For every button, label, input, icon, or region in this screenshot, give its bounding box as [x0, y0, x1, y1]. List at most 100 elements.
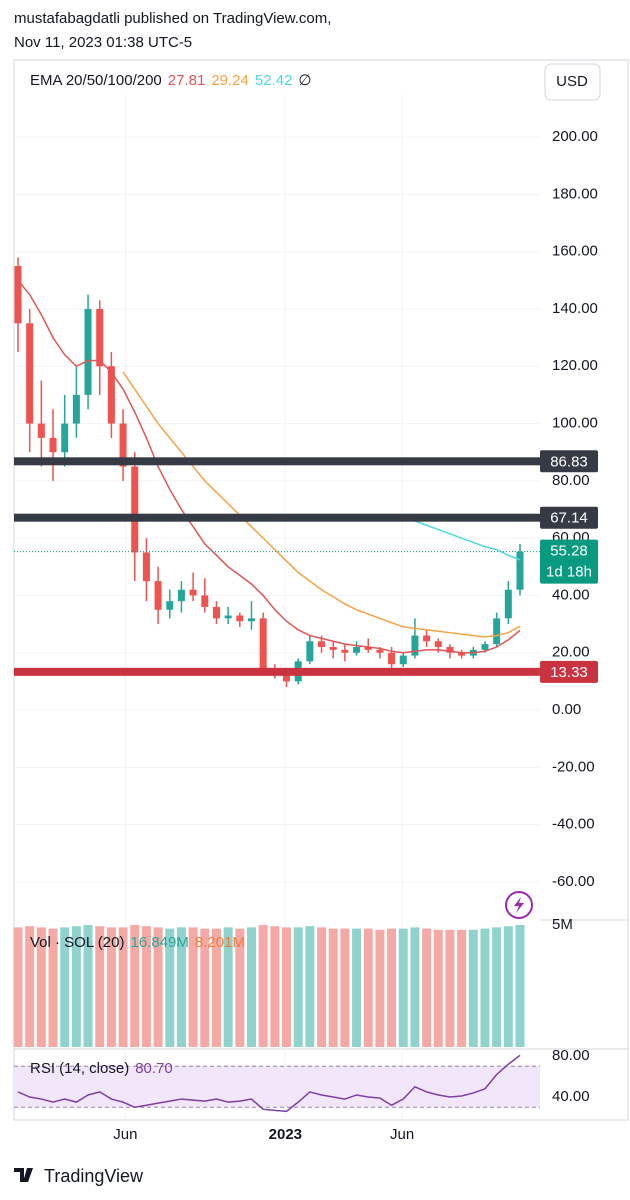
volume-bar: [95, 926, 105, 1047]
tv-logo: [14, 1168, 33, 1182]
volume-bar: [375, 929, 385, 1047]
y-tick-label: 140.00: [552, 300, 598, 317]
volume-bar: [71, 926, 81, 1047]
rsi-line: [17, 1054, 521, 1113]
volume-bar: [410, 927, 420, 1047]
level-label: 86.83: [550, 453, 588, 470]
candle-body: [446, 647, 454, 653]
candle-body: [96, 308, 104, 367]
candle-body: [329, 647, 337, 650]
x-tick-label: Jun: [113, 1126, 137, 1143]
candle-body: [119, 423, 127, 467]
candle-body: [423, 635, 431, 642]
volume-bar: [422, 928, 432, 1047]
volume-bar: [515, 924, 525, 1047]
volume-bar: [200, 928, 210, 1047]
candle-body: [493, 618, 501, 645]
lightning-button[interactable]: [505, 891, 533, 919]
volume-bar: [235, 928, 245, 1047]
level-line: [14, 667, 540, 676]
legend-item: 27.81: [168, 72, 206, 89]
candle-body: [516, 551, 524, 590]
candle-body: [247, 618, 255, 622]
level-line: [14, 457, 540, 466]
y-tick-label: -60.00: [552, 873, 595, 890]
last-price-label: 55.28: [550, 543, 588, 560]
x-tick-label: Jun: [390, 1126, 414, 1143]
volume-bar: [188, 927, 198, 1047]
volume-bar: [457, 929, 467, 1047]
candle-body: [166, 601, 174, 610]
volume-bar: [328, 928, 338, 1047]
timestamp: Nov 11, 2023 01:38 UTC-5: [14, 34, 192, 51]
legend-item: ∅: [298, 72, 311, 89]
candle-body: [283, 672, 291, 682]
candle-body: [201, 595, 209, 607]
volume-bar: [83, 924, 93, 1047]
legend-item: EMA 20/50/100/200: [30, 72, 162, 89]
ema-line: [17, 279, 521, 654]
volume-bar: [141, 926, 151, 1047]
level-tag: [540, 660, 598, 683]
volume-bar: [106, 927, 116, 1047]
currency-button[interactable]: [544, 63, 601, 101]
candle-body: [399, 655, 407, 665]
y-tick-label: 80.00: [552, 1047, 590, 1064]
y-tick-label: 20.00: [552, 644, 590, 661]
candle-body: [61, 423, 69, 453]
legend-item: Vol · SOL (20): [30, 934, 124, 951]
volume-bar: [118, 927, 128, 1047]
legend-item: 80.70: [135, 1060, 173, 1077]
volume-legend: Vol · SOL (20) 16.849M 8.201M: [30, 934, 245, 951]
candle-body: [131, 466, 139, 553]
volume-bar: [468, 929, 478, 1047]
volume-bar: [492, 927, 502, 1047]
volume-bar: [153, 927, 163, 1047]
volume-bar: [282, 927, 292, 1047]
y-tick-label: 160.00: [552, 243, 598, 260]
y-tick-label: -40.00: [552, 816, 595, 833]
candle-body: [49, 437, 57, 453]
brand: TradingView: [44, 1166, 144, 1186]
legend-item: RSI (14, close): [30, 1060, 129, 1077]
volume-bar: [317, 927, 327, 1047]
candle-body: [212, 606, 220, 619]
volume-bar: [398, 928, 408, 1047]
y-tick-label: 0.00: [552, 701, 581, 718]
publisher: mustafabagdatli published on TradingView…: [14, 10, 331, 27]
volume-bar: [36, 927, 46, 1047]
y-tick-label: 80.00: [552, 472, 590, 489]
candle-body: [259, 618, 267, 670]
y-tick-label: 120.00: [552, 357, 598, 374]
candle-body: [411, 635, 419, 656]
volume-bar: [352, 928, 362, 1047]
volume-bar: [165, 928, 175, 1047]
last-price-tag: [540, 539, 598, 584]
currency: USD: [556, 73, 588, 90]
ema-line: [402, 514, 521, 561]
candle-body: [236, 615, 244, 622]
volume-bar: [258, 924, 268, 1047]
candle-body: [189, 589, 197, 596]
candle-body: [154, 581, 162, 610]
candle-body: [26, 323, 34, 424]
y-tick-label: 40.00: [552, 586, 590, 603]
volume-bar: [293, 927, 303, 1047]
candle-body: [376, 649, 384, 653]
volume-bar: [13, 927, 23, 1047]
candle-body: [341, 649, 349, 653]
volume-bar: [445, 929, 455, 1047]
volume-bar: [48, 928, 58, 1047]
candle-body: [224, 615, 232, 619]
level-label: 67.14: [550, 510, 588, 527]
candle-body: [353, 647, 361, 653]
candle-body: [37, 423, 45, 438]
rsi-band: [14, 1066, 540, 1108]
y-tick-label: -20.00: [552, 758, 595, 775]
countdown: 1d 18h: [546, 564, 592, 581]
volume-bar: [223, 927, 233, 1047]
volume-bar: [480, 928, 490, 1047]
volume-bar: [211, 928, 221, 1047]
candle-body: [364, 647, 372, 650]
